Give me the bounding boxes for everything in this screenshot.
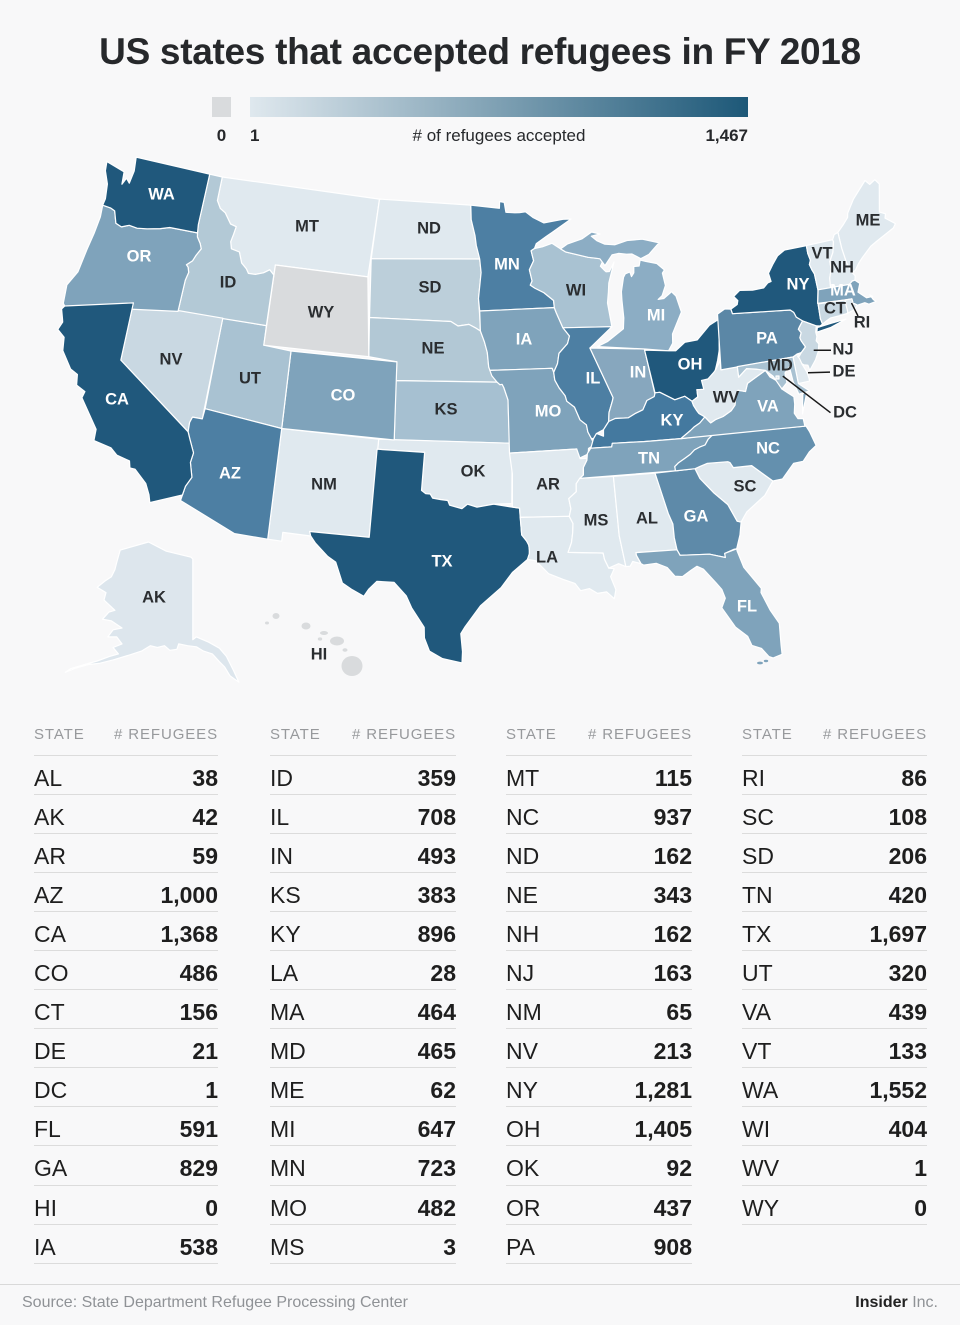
svg-text:NM: NM	[311, 475, 337, 493]
svg-text:DE: DE	[833, 362, 856, 380]
svg-text:VA: VA	[757, 397, 779, 415]
svg-text:WV: WV	[713, 388, 740, 406]
svg-text:AK: AK	[142, 588, 166, 606]
svg-text:PA: PA	[756, 329, 778, 347]
svg-text:MI: MI	[647, 306, 665, 324]
svg-text:CT: CT	[824, 299, 846, 317]
svg-text:TN: TN	[638, 449, 660, 467]
svg-text:TX: TX	[431, 552, 452, 570]
svg-text:KS: KS	[435, 400, 458, 418]
svg-text:OK: OK	[461, 462, 486, 480]
svg-text:DC: DC	[833, 403, 857, 421]
svg-text:NH: NH	[830, 258, 854, 276]
svg-text:NE: NE	[422, 339, 445, 357]
svg-text:FL: FL	[737, 597, 757, 615]
svg-text:OR: OR	[127, 247, 152, 265]
svg-text:NJ: NJ	[832, 340, 853, 358]
svg-text:IN: IN	[630, 363, 647, 381]
svg-text:AL: AL	[636, 509, 658, 527]
svg-text:NV: NV	[160, 350, 183, 368]
svg-text:RI: RI	[854, 313, 871, 331]
svg-text:HI: HI	[311, 645, 328, 663]
svg-text:AZ: AZ	[219, 464, 241, 482]
svg-text:SD: SD	[419, 278, 442, 296]
svg-text:UT: UT	[239, 369, 261, 387]
svg-text:LA: LA	[536, 548, 558, 566]
svg-text:GA: GA	[684, 507, 709, 525]
svg-text:MO: MO	[535, 402, 562, 420]
svg-text:MN: MN	[494, 255, 520, 273]
svg-text:NC: NC	[756, 439, 780, 457]
svg-text:MD: MD	[767, 356, 793, 374]
svg-text:CO: CO	[331, 386, 356, 404]
svg-text:SC: SC	[734, 477, 757, 495]
svg-text:OH: OH	[678, 355, 703, 373]
svg-text:WA: WA	[148, 185, 175, 203]
svg-text:IA: IA	[516, 330, 533, 348]
svg-text:ND: ND	[417, 219, 441, 237]
svg-text:KY: KY	[661, 411, 684, 429]
svg-text:IL: IL	[586, 369, 601, 387]
svg-text:MS: MS	[584, 511, 609, 529]
svg-text:CA: CA	[105, 390, 129, 408]
svg-text:MT: MT	[295, 217, 319, 235]
svg-text:ID: ID	[220, 273, 237, 291]
svg-text:WY: WY	[308, 303, 335, 321]
svg-text:MA: MA	[830, 281, 856, 299]
svg-text:AR: AR	[536, 475, 560, 493]
svg-text:VT: VT	[811, 244, 832, 262]
svg-text:ME: ME	[856, 211, 881, 229]
svg-text:WI: WI	[566, 281, 586, 299]
svg-text:NY: NY	[787, 275, 810, 293]
